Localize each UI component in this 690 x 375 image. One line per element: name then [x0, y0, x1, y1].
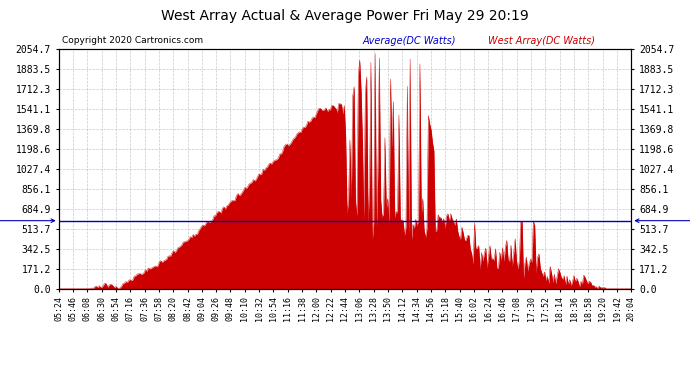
Text: Copyright 2020 Cartronics.com: Copyright 2020 Cartronics.com [61, 36, 203, 45]
Text: 582.830: 582.830 [0, 216, 55, 225]
Text: West Array Actual & Average Power Fri May 29 20:19: West Array Actual & Average Power Fri Ma… [161, 9, 529, 23]
Text: Average(DC Watts): Average(DC Watts) [362, 36, 455, 45]
Text: West Array(DC Watts): West Array(DC Watts) [489, 36, 595, 45]
Text: 582.830: 582.830 [635, 216, 690, 225]
